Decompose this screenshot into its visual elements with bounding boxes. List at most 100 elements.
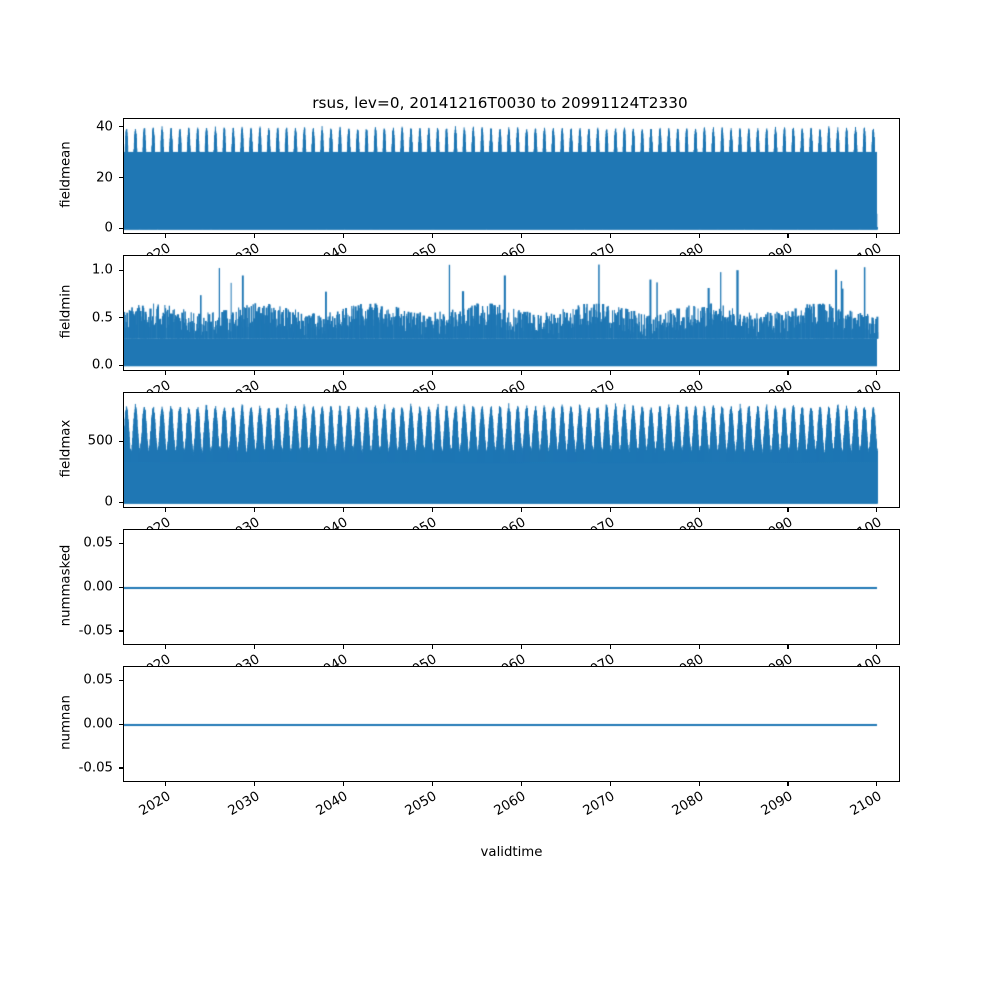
x-tick-label: 2050 — [379, 378, 440, 392]
x-tick-label: 2060 — [491, 789, 529, 819]
y-tick-mark — [119, 542, 123, 544]
y-tick-mark — [119, 269, 123, 271]
y-tick-mark — [119, 317, 123, 319]
subplot-fieldmin — [123, 255, 900, 371]
x-tick-mark — [787, 645, 789, 649]
y-tick-label: 0.05 — [83, 535, 113, 551]
x-tick-label: 2070 — [556, 241, 618, 255]
x-tick-mark — [342, 645, 345, 649]
series-plot-fieldmin — [124, 256, 899, 370]
y-tick-label: 0.05 — [83, 672, 113, 688]
x-tick-mark — [254, 234, 256, 238]
x-tick-label: 2070 — [580, 789, 618, 819]
series-plot-fieldmax — [124, 393, 899, 507]
axes-frame-numnan — [123, 666, 900, 782]
x-tick-mark — [431, 782, 433, 786]
x-tick-label: 2100 — [823, 652, 885, 666]
chart-title: rsus, lev=0, 20141216T0030 to 20991124T2… — [312, 94, 688, 112]
x-tick-mark — [431, 645, 433, 649]
x-tick-label-group: 2020 2030 2040 2050 2060 2070 2080 2090 2100 — [0, 645, 1000, 666]
x-tick-label: 2040 — [290, 241, 351, 255]
series-plot-fieldmean — [124, 119, 899, 233]
x-tick-mark — [876, 234, 878, 238]
x-tick-mark — [165, 508, 167, 512]
x-tick-label: 2020 — [112, 378, 173, 392]
x-tick-mark — [254, 508, 256, 512]
x-tick-mark — [876, 645, 878, 649]
x-tick-mark — [520, 645, 522, 649]
y-tick-mark — [119, 630, 123, 632]
x-tick-label: 2090 — [734, 378, 796, 392]
x-tick-label: 2040 — [290, 652, 351, 666]
x-tick-mark — [698, 782, 700, 786]
x-tick-label: 2100 — [823, 515, 885, 529]
x-tick-mark — [431, 371, 433, 375]
x-tick-label-group: 2020 2030 2040 2050 2060 2070 2080 2090 2100 — [0, 371, 1000, 392]
x-tick-mark — [698, 645, 700, 649]
x-tick-label: 2090 — [734, 515, 796, 529]
axes-frame-fieldmax — [123, 392, 900, 508]
x-tick-label: 2040 — [290, 515, 351, 529]
y-tick-mark — [119, 767, 123, 769]
x-tick-label: 2040 — [314, 789, 351, 819]
x-tick-label: 2020 — [136, 789, 174, 819]
x-tick-label: 2030 — [201, 515, 262, 529]
x-tick-label: 2030 — [201, 241, 262, 255]
x-tick-label: 2070 — [556, 378, 618, 392]
y-tick-label: 20 — [96, 170, 113, 186]
subplot-nummasked — [123, 529, 900, 645]
x-tick-label: 2060 — [468, 378, 529, 392]
x-tick-mark — [609, 371, 611, 375]
x-tick-label: 2050 — [379, 241, 440, 255]
x-tick-label: 2060 — [468, 652, 529, 666]
x-tick-label: 2020 — [112, 515, 173, 529]
x-tick-mark — [254, 782, 256, 786]
x-tick-mark — [609, 234, 611, 238]
y-tick-label: 1.0 — [91, 262, 113, 278]
x-tick-mark — [520, 782, 522, 786]
y-tick-mark — [119, 586, 123, 588]
x-tick-mark — [342, 234, 345, 238]
x-tick-label: 2030 — [201, 378, 262, 392]
series-plot-nummasked — [124, 530, 899, 644]
y-tick-label: 0 — [104, 220, 113, 236]
y-tick-label: 0.00 — [83, 579, 113, 595]
x-tick-label: 2090 — [758, 789, 796, 819]
x-tick-mark — [876, 371, 878, 375]
x-tick-mark — [876, 508, 878, 512]
x-tick-mark — [609, 645, 611, 649]
y-tick-label: 0.5 — [91, 310, 113, 326]
x-tick-mark — [342, 508, 345, 512]
x-tick-label: 2090 — [734, 241, 796, 255]
x-tick-label: 2050 — [403, 789, 440, 819]
x-axis-label: validtime — [480, 845, 543, 860]
x-tick-mark — [698, 508, 700, 512]
x-tick-label: 2050 — [379, 515, 440, 529]
x-tick-label: 2080 — [669, 789, 707, 819]
series-plot-numnan — [124, 667, 899, 781]
subplot-fieldmax — [123, 392, 900, 508]
y-tick-mark — [119, 501, 123, 504]
x-tick-mark — [165, 645, 167, 649]
x-tick-label: 2070 — [556, 652, 618, 666]
x-tick-label: 2020 — [112, 652, 173, 666]
x-tick-mark — [787, 234, 789, 238]
x-tick-label: 2060 — [468, 515, 529, 529]
x-tick-label: 2020 — [112, 241, 173, 255]
x-tick-label-group: 2020 2030 2040 2050 2060 2070 2080 2090 2100 — [0, 234, 1000, 255]
x-tick-mark — [431, 234, 433, 238]
y-tick-label: -0.05 — [78, 760, 113, 776]
y-tick-mark — [119, 723, 123, 725]
x-tick-mark — [254, 371, 256, 375]
x-tick-label: 2100 — [823, 378, 885, 392]
x-tick-label: 2070 — [556, 515, 618, 529]
y-tick-label: 40 — [96, 119, 113, 135]
x-tick-mark — [165, 371, 167, 375]
x-tick-mark — [520, 371, 522, 375]
axes-frame-fieldmean — [123, 118, 900, 234]
y-tick-label: 0.0 — [91, 357, 113, 373]
x-tick-label: 2030 — [225, 789, 263, 819]
x-tick-mark — [165, 234, 167, 238]
y-tick-label: -0.05 — [78, 623, 113, 639]
y-tick-mark — [119, 679, 123, 681]
